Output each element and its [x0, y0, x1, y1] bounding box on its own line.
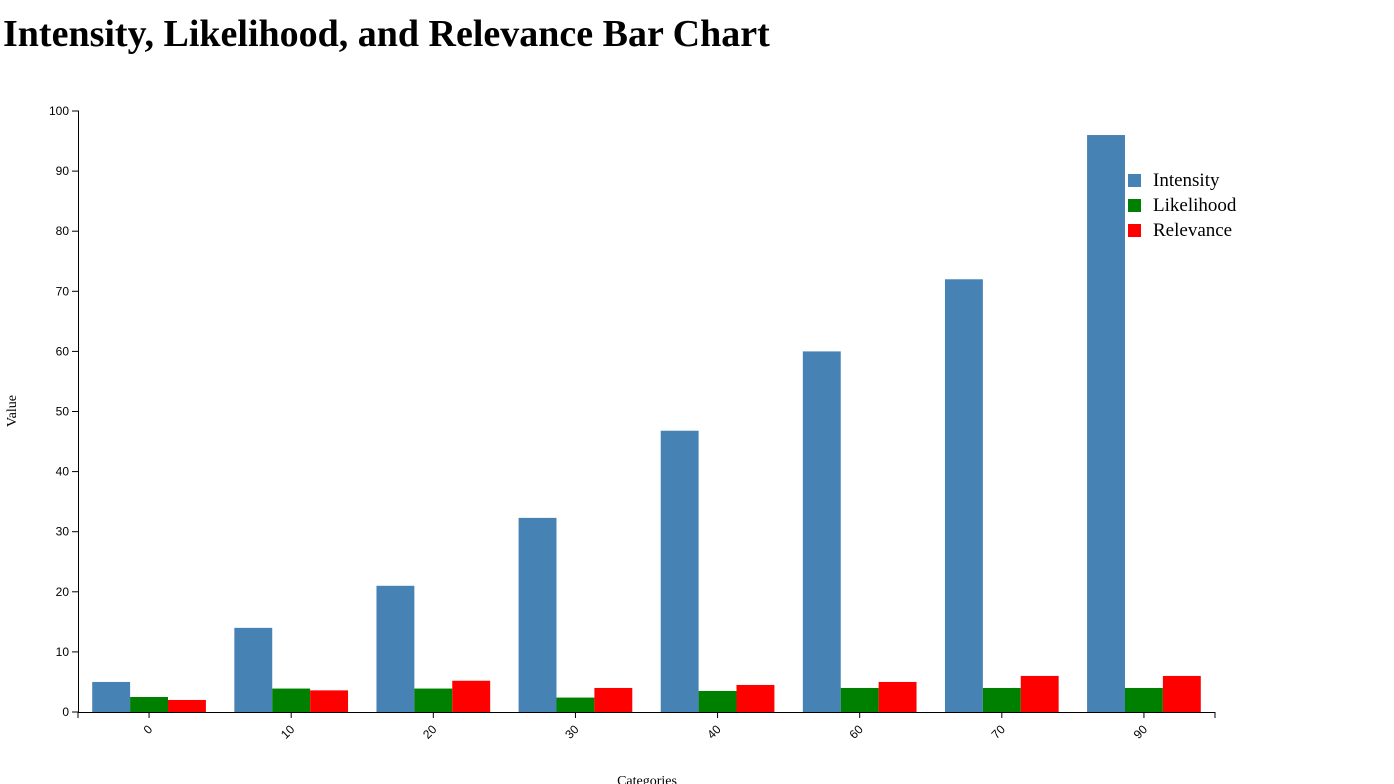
y-tick-label: 100 [49, 104, 69, 118]
bar-intensity-20 [376, 585, 415, 712]
bar-intensity-40 [660, 430, 699, 712]
y-tick-label: 70 [56, 284, 70, 298]
bar-likelihood-70 [982, 687, 1021, 712]
bar-likelihood-30 [556, 697, 595, 712]
bar-intensity-90 [1087, 135, 1125, 713]
x-tick-label: 10 [278, 722, 298, 742]
y-tick-label: 90 [56, 164, 70, 178]
legend-swatch-intensity [1128, 174, 1141, 187]
bar-likelihood-20 [414, 688, 453, 712]
bars-group [92, 135, 1201, 713]
y-tick-label: 10 [56, 645, 70, 659]
legend-label-intensity: Intensity [1153, 170, 1220, 191]
bar-relevance-0 [168, 699, 206, 712]
chart-title: Intensity, Likelihood, and Relevance Bar… [3, 13, 770, 55]
bar-intensity-60 [802, 351, 841, 712]
y-tick-label: 40 [56, 465, 70, 479]
bar-relevance-90 [1162, 675, 1201, 712]
bar-intensity-70 [944, 279, 983, 712]
bar-relevance-70 [1020, 675, 1059, 712]
bar-relevance-10 [310, 690, 349, 712]
y-tick-label: 20 [56, 585, 70, 599]
bar-likelihood-90 [1124, 687, 1163, 712]
bar-relevance-40 [736, 684, 775, 712]
x-tick-label: 30 [562, 722, 582, 742]
x-axis-line [77, 712, 1216, 718]
y-tick-label: 0 [62, 705, 69, 719]
x-tick-label: 20 [420, 722, 440, 742]
bar-likelihood-40 [698, 690, 737, 712]
legend: Intensity Likelihood Relevance [1128, 170, 1237, 241]
y-tick-label: 80 [56, 224, 70, 238]
x-tick-label: 40 [704, 722, 724, 742]
x-axis: 0 10 20 30 40 60 70 90 [77, 712, 1216, 742]
x-tick-label: 70 [989, 722, 1009, 742]
y-axis-title: Value [5, 395, 20, 427]
y-tick-label: 50 [56, 405, 70, 419]
legend-label-relevance: Relevance [1153, 220, 1232, 241]
legend-swatch-relevance [1128, 224, 1141, 237]
bar-relevance-60 [878, 681, 917, 712]
bar-intensity-0 [92, 681, 131, 712]
y-tick-label: 30 [56, 525, 70, 539]
bar-intensity-10 [234, 627, 273, 712]
y-axis: 0 10 20 30 40 50 60 70 80 90 100 [49, 104, 79, 719]
bar-relevance-20 [452, 680, 491, 712]
x-tick-label: 90 [1131, 722, 1151, 742]
bar-relevance-30 [594, 687, 633, 712]
bar-intensity-30 [518, 517, 557, 712]
bar-likelihood-0 [130, 696, 169, 712]
y-tick-label: 60 [56, 344, 70, 358]
bar-likelihood-10 [272, 688, 311, 712]
legend-label-likelihood: Likelihood [1153, 195, 1237, 216]
bar-likelihood-60 [840, 687, 879, 712]
x-tick-label: 0 [141, 722, 156, 737]
x-axis-title: Categories [617, 774, 677, 784]
x-tick-label: 60 [846, 722, 866, 742]
legend-swatch-likelihood [1128, 199, 1141, 212]
